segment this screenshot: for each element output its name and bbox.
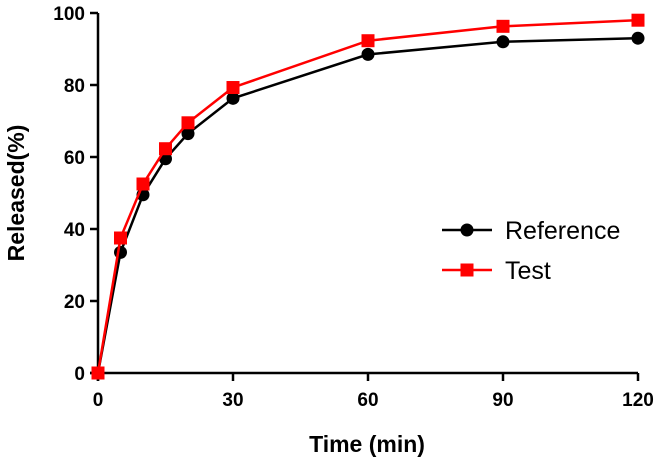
data-point-test — [91, 366, 105, 380]
axes: 0 20 40 60 80 100 0 30 60 90 120 — [53, 4, 654, 411]
data-point-reference — [114, 245, 127, 259]
legend-label-test: Test — [505, 257, 551, 285]
series-test — [91, 13, 645, 380]
legend: Reference Test — [442, 217, 620, 285]
legend-marker-test — [460, 263, 474, 277]
x-tick-label: 0 — [93, 390, 104, 411]
data-point-reference — [361, 47, 375, 61]
y-tick-label: 60 — [64, 148, 85, 169]
x-tick-label: 60 — [357, 390, 378, 411]
data-point-test — [226, 81, 240, 95]
x-axis-title: Time (min) — [309, 431, 425, 457]
data-point-test — [114, 231, 127, 245]
data-point-test — [159, 142, 172, 156]
legend-marker-reference — [460, 223, 474, 237]
series-line-reference — [96, 36, 639, 374]
series-reference — [91, 31, 645, 380]
y-tick-label: 40 — [64, 220, 85, 241]
y-tick-label: 0 — [74, 364, 85, 385]
legend-label-reference: Reference — [505, 217, 620, 245]
y-tick-label: 20 — [64, 292, 85, 313]
data-point-test — [136, 177, 150, 191]
data-point-test — [496, 19, 510, 33]
data-point-test — [181, 116, 195, 130]
x-tick-label: 30 — [222, 390, 243, 411]
data-point-reference — [226, 91, 240, 105]
series-layer — [91, 13, 645, 380]
y-tick-label: 80 — [64, 76, 85, 97]
data-point-reference — [181, 127, 195, 141]
data-point-test — [361, 34, 375, 48]
x-tick-label: 90 — [492, 390, 513, 411]
data-point-test — [631, 13, 645, 27]
series-line-test — [96, 18, 639, 374]
y-axis-title: Released(%) — [3, 125, 29, 262]
x-tick-label: 120 — [622, 390, 654, 411]
data-point-reference — [496, 35, 510, 49]
data-point-reference — [631, 31, 645, 45]
y-tick-label: 100 — [53, 4, 85, 25]
